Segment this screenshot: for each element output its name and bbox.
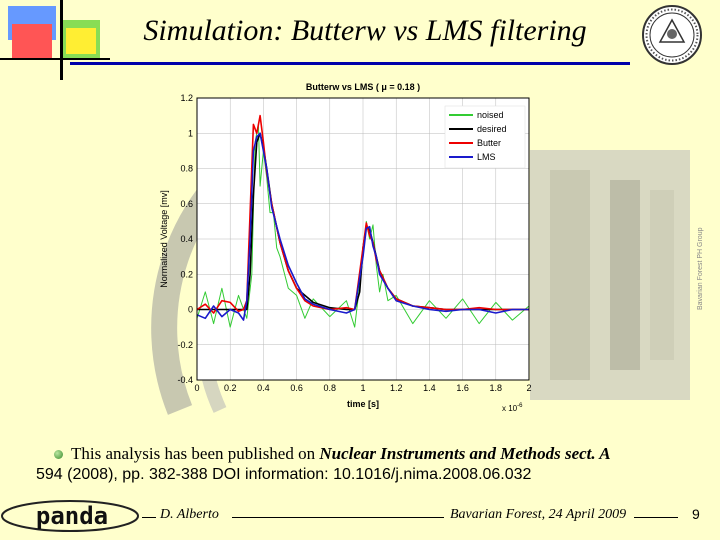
panda-logo: panda xyxy=(1,500,139,532)
footer-author: D. Alberto xyxy=(160,507,219,522)
x-tick-label: 1 xyxy=(360,383,365,393)
legend-label-noised: noised xyxy=(477,110,504,120)
x-multiplier-exp: -6 xyxy=(517,403,523,409)
deco-line-horizontal xyxy=(0,58,110,60)
y-tick-label: -0.4 xyxy=(177,375,193,385)
y-tick-label: 0.2 xyxy=(180,269,193,279)
ticks: 0 0.2 0.4 0.6 0.8 1 1.2 1.4 1.6 1.8 2 -0.4 -0.2 0 0.2 0… xyxy=(177,93,531,393)
university-seal-icon xyxy=(642,5,702,65)
caption-line-2: 594 (2008), pp. 382-388 DOI information:… xyxy=(36,466,532,483)
x-tick-label: 2 xyxy=(526,383,531,393)
x-tick-label: 0.6 xyxy=(290,383,303,393)
footer-rule-3 xyxy=(634,517,678,518)
series-line-lms xyxy=(196,132,529,321)
panda-logo-text: panda xyxy=(36,502,108,530)
y-tick-label: 0.8 xyxy=(180,164,193,174)
x-axis-label: time [s] xyxy=(347,399,379,409)
plot-frame xyxy=(196,97,530,381)
slide-title: Simulation: Butterw vs LMS filtering xyxy=(143,14,587,47)
side-note: Bavarian Forest PH Group xyxy=(697,227,704,310)
chart-title: Butterw vs LMS ( μ = 0.18 ) xyxy=(306,82,420,92)
x-tick-label: 1.2 xyxy=(390,383,403,393)
y-axis-label: Normalized Voltage [mv] xyxy=(159,190,169,288)
legend-label-butter: Butter xyxy=(477,138,501,148)
y-tick-label: 0.4 xyxy=(180,234,193,244)
x-tick-label: 0.4 xyxy=(257,383,270,393)
x-multiplier-base: x 10 xyxy=(502,404,518,413)
x-tick-label: 0 xyxy=(194,383,199,393)
series-line-butter xyxy=(196,114,529,314)
x-tick-label: 1.8 xyxy=(490,383,503,393)
x-tick-label: 1.6 xyxy=(456,383,469,393)
page-number: 9 xyxy=(692,506,700,522)
x-tick-label: 1.4 xyxy=(423,383,436,393)
y-tick-label: 0 xyxy=(188,305,193,315)
y-tick-label: 0.6 xyxy=(180,199,193,209)
x-multiplier: x 10-6 xyxy=(502,403,523,413)
series-line-noised xyxy=(196,123,530,328)
y-tick-label: -0.2 xyxy=(177,340,193,350)
caption-text: This analysis has been published on xyxy=(71,444,320,463)
x-tick-label: 0.8 xyxy=(324,383,337,393)
x-tick-label: 0.2 xyxy=(224,383,237,393)
bullet-icon xyxy=(54,450,63,459)
deco-square-red xyxy=(12,24,52,60)
chart: 0 0.2 0.4 0.6 0.8 1 1.2 1.4 1.6 1.8 2 -0.4 -0.2 0 0.2 0… xyxy=(159,82,532,413)
caption: This analysis has been published on Nucl… xyxy=(36,443,696,485)
legend: noised desired Butter LMS xyxy=(444,105,526,169)
legend-label-desired: desired xyxy=(477,124,507,134)
series-layer xyxy=(196,114,530,328)
caption-line-1: This analysis has been published on Nucl… xyxy=(36,443,696,464)
y-tick-label: 1 xyxy=(188,128,193,138)
caption-journal: Nuclear Instruments and Methods sect. A xyxy=(319,444,611,463)
legend-label-lms: LMS xyxy=(477,152,496,162)
deco-line-vertical xyxy=(60,0,63,80)
footer-event: Bavarian Forest, 24 April 2009 xyxy=(450,507,627,522)
deco-square-yellow xyxy=(66,28,96,54)
footer-rule-2 xyxy=(232,517,444,518)
y-tick-label: 1.2 xyxy=(180,93,193,103)
title-underline xyxy=(70,62,630,65)
footer-rule-1 xyxy=(142,517,156,518)
